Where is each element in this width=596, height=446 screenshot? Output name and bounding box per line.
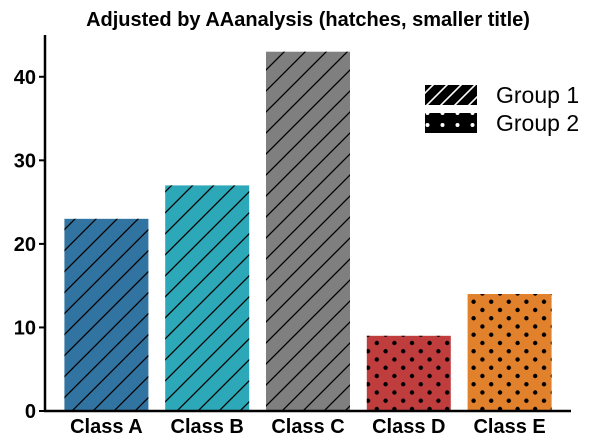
x-axis: Class A Class B Class C Class D Class E — [44, 409, 571, 438]
legend-swatch-group-1-hatch — [425, 85, 477, 105]
legend-entry-group-1: Group 1 — [425, 82, 579, 108]
bar-hatch-class-e — [467, 294, 552, 411]
y-tick-label-20: 20 — [14, 234, 36, 256]
y-tick-label-30: 30 — [14, 150, 36, 172]
bar-hatch-class-c — [266, 51, 350, 411]
bar-hatch-class-a — [64, 218, 149, 411]
legend-entry-group-2: Group 2 — [425, 110, 579, 136]
x-tick-label-class-d: Class D — [372, 416, 445, 438]
legend-swatch-group-2-hatch — [425, 113, 477, 133]
bar-hatch-class-b — [165, 185, 250, 411]
x-tick-label-class-b: Class B — [171, 416, 244, 438]
y-axis: 0 10 20 30 40 — [14, 35, 47, 423]
legend: Group 1 Group 2 — [425, 82, 579, 136]
legend-label-group-1: Group 1 — [496, 82, 579, 108]
y-tick-label-40: 40 — [14, 67, 36, 89]
x-tick-label-class-c: Class C — [271, 416, 344, 438]
legend-label-group-2: Group 2 — [496, 110, 579, 136]
bars — [64, 51, 552, 411]
bar-hatch-class-d — [366, 335, 451, 411]
chart-title: Adjusted by AAanalysis (hatches, smaller… — [86, 9, 530, 31]
y-tick-label-10: 10 — [14, 317, 36, 339]
y-tick-label-0: 0 — [25, 401, 36, 423]
x-tick-label-class-e: Class E — [473, 416, 545, 438]
x-tick-label-class-a: Class A — [70, 416, 143, 438]
